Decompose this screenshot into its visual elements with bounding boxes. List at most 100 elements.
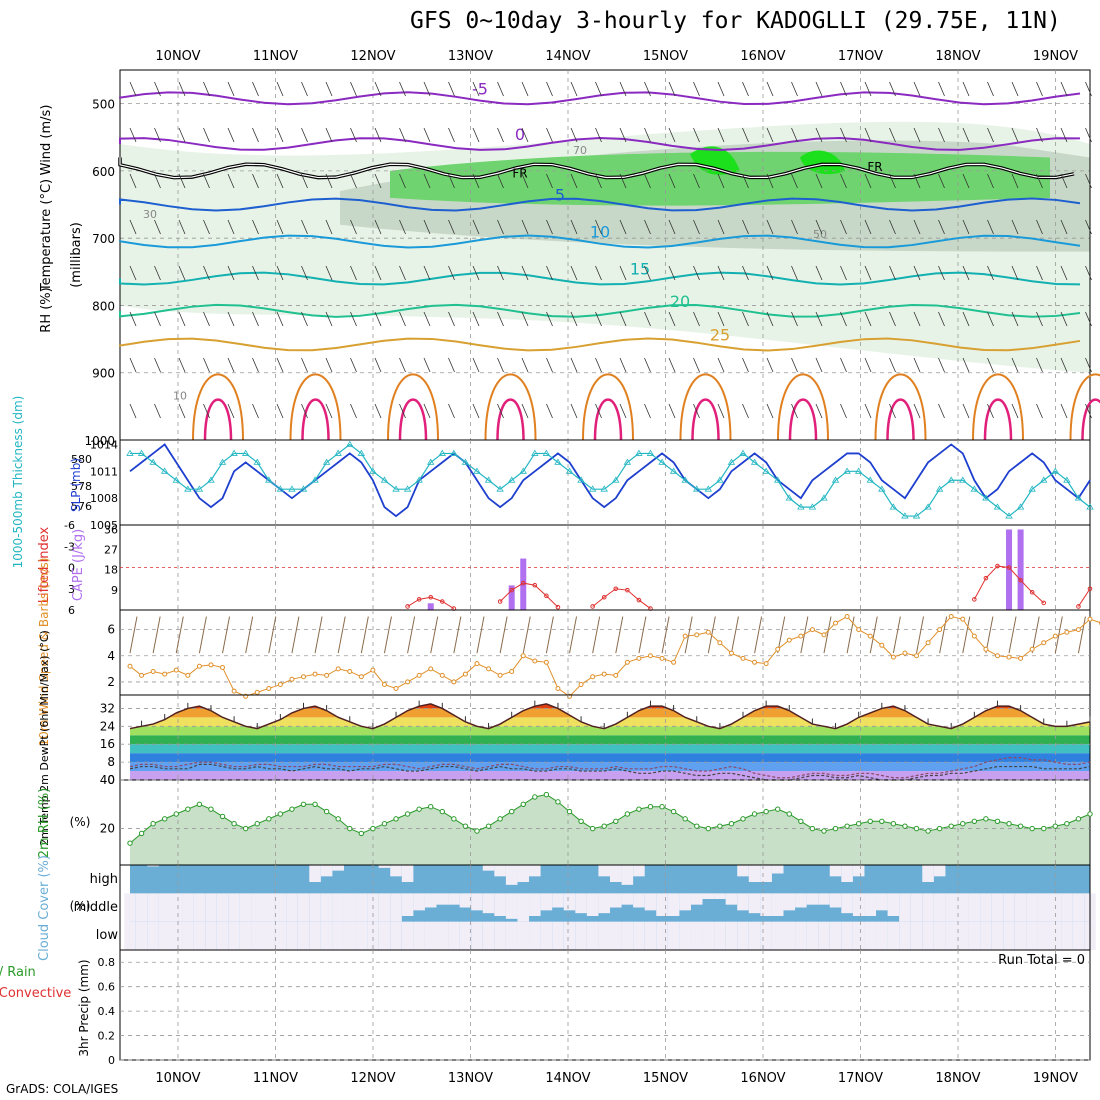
cloud-cell — [737, 921, 749, 950]
rh-point — [254, 821, 260, 827]
wind-barb — [1060, 357, 1068, 373]
cloud-cell — [829, 865, 842, 877]
thickness-point — [496, 485, 504, 492]
cloud-cell — [644, 893, 657, 911]
wind-barb — [962, 311, 970, 327]
wind-barb — [227, 403, 235, 419]
wind-speed-point — [543, 659, 549, 665]
wind-barb — [546, 357, 553, 373]
cloud-cell — [656, 893, 668, 916]
cloud-cell — [343, 893, 356, 922]
thickness-point — [924, 503, 932, 510]
rh-point — [219, 813, 226, 820]
wind-barb — [717, 127, 725, 143]
wind-barb — [1085, 81, 1092, 97]
wind-barb — [497, 81, 504, 97]
li-point — [613, 586, 619, 592]
thickness-point — [831, 476, 840, 483]
temperature-contour — [119, 91, 1081, 106]
thickness-point — [484, 476, 493, 483]
wind-barb — [472, 311, 480, 327]
cloud-cell — [829, 893, 842, 908]
wind-barb — [668, 403, 676, 419]
wind-barb — [913, 81, 921, 97]
wind-barb — [595, 265, 602, 281]
wind-speed-point — [416, 672, 422, 678]
wind-barb — [154, 173, 161, 189]
wind-speed-point — [509, 668, 515, 674]
cloud-cell — [922, 893, 934, 922]
wind-barb — [913, 173, 921, 189]
wind-barb — [916, 616, 924, 654]
thickness-line — [130, 443, 1091, 517]
wind-speed-point — [937, 627, 943, 633]
pressure-tick-label: 800 — [92, 299, 115, 313]
rh-point — [960, 821, 966, 827]
wind-barb — [766, 311, 774, 327]
wind-barb — [448, 311, 455, 327]
thickness-point — [149, 458, 157, 465]
wind-speed-point — [717, 640, 723, 646]
rh-point — [127, 840, 133, 846]
hot-contour — [691, 398, 720, 441]
date-tick-top: 10NOV — [155, 49, 200, 64]
wind-barb — [399, 357, 406, 373]
cloud-cell — [216, 893, 229, 922]
rh-point — [682, 816, 688, 822]
wind-barb — [693, 219, 700, 235]
wind-barb — [399, 81, 406, 97]
rh-point — [647, 804, 654, 810]
hot-contour — [496, 398, 525, 441]
wind-barb — [497, 357, 504, 373]
wind-barb — [742, 81, 749, 97]
rh-point — [902, 823, 908, 829]
wind-barb — [668, 81, 676, 97]
rh-contour-label: 50 — [813, 228, 827, 241]
wind-barb — [1036, 357, 1043, 373]
cloud-cell — [887, 921, 900, 950]
rh-point — [543, 791, 550, 798]
wind-barb — [129, 219, 137, 235]
wind-barb — [374, 403, 382, 419]
wind-barb — [717, 311, 725, 327]
wind-barb — [742, 311, 749, 327]
wind-barb — [546, 311, 553, 327]
wind-barb — [325, 81, 333, 97]
wind-barb — [840, 173, 847, 189]
rh-point — [728, 821, 735, 827]
cloud-cell — [956, 921, 969, 950]
wind-barb — [815, 127, 823, 143]
wind-speed-point — [532, 658, 538, 664]
pressure-tick-label: 1000 — [84, 434, 115, 448]
rh-point — [508, 808, 515, 815]
cloud-cell — [1026, 893, 1038, 922]
wind-barb — [644, 403, 651, 419]
thickness-tick-label: 578 — [71, 480, 92, 493]
wind-barb — [227, 265, 235, 281]
wind-barb — [742, 357, 749, 373]
wind-barb — [889, 81, 896, 97]
thickness-point — [947, 476, 955, 483]
cloud-cell — [991, 921, 1004, 950]
thickness-point — [970, 485, 979, 492]
date-tick-bottom: 13NOV — [448, 1071, 493, 1086]
cloud-cell — [297, 893, 310, 922]
wind-barb — [325, 403, 333, 419]
thickness-point — [600, 485, 608, 492]
cloud-cell — [540, 893, 553, 911]
cloud-cell — [332, 865, 344, 871]
cloud-cell — [829, 921, 842, 950]
cloud-cell — [413, 921, 425, 950]
wind-barb — [889, 219, 896, 235]
wind-barb — [766, 357, 774, 373]
rh-point — [670, 808, 677, 815]
wind-barb — [350, 357, 357, 373]
wind-barb — [178, 357, 186, 373]
wind-barb — [840, 127, 847, 143]
y-axis-labels: Wind (m/s) Temperature (°C) RH (%) (mill… — [0, 105, 1085, 1057]
cloud-cell — [494, 865, 506, 877]
temperature-contour-label: -5 — [472, 79, 488, 98]
wind-barb — [203, 265, 210, 281]
wind-barb — [791, 265, 798, 281]
cloud-cell — [378, 865, 391, 868]
